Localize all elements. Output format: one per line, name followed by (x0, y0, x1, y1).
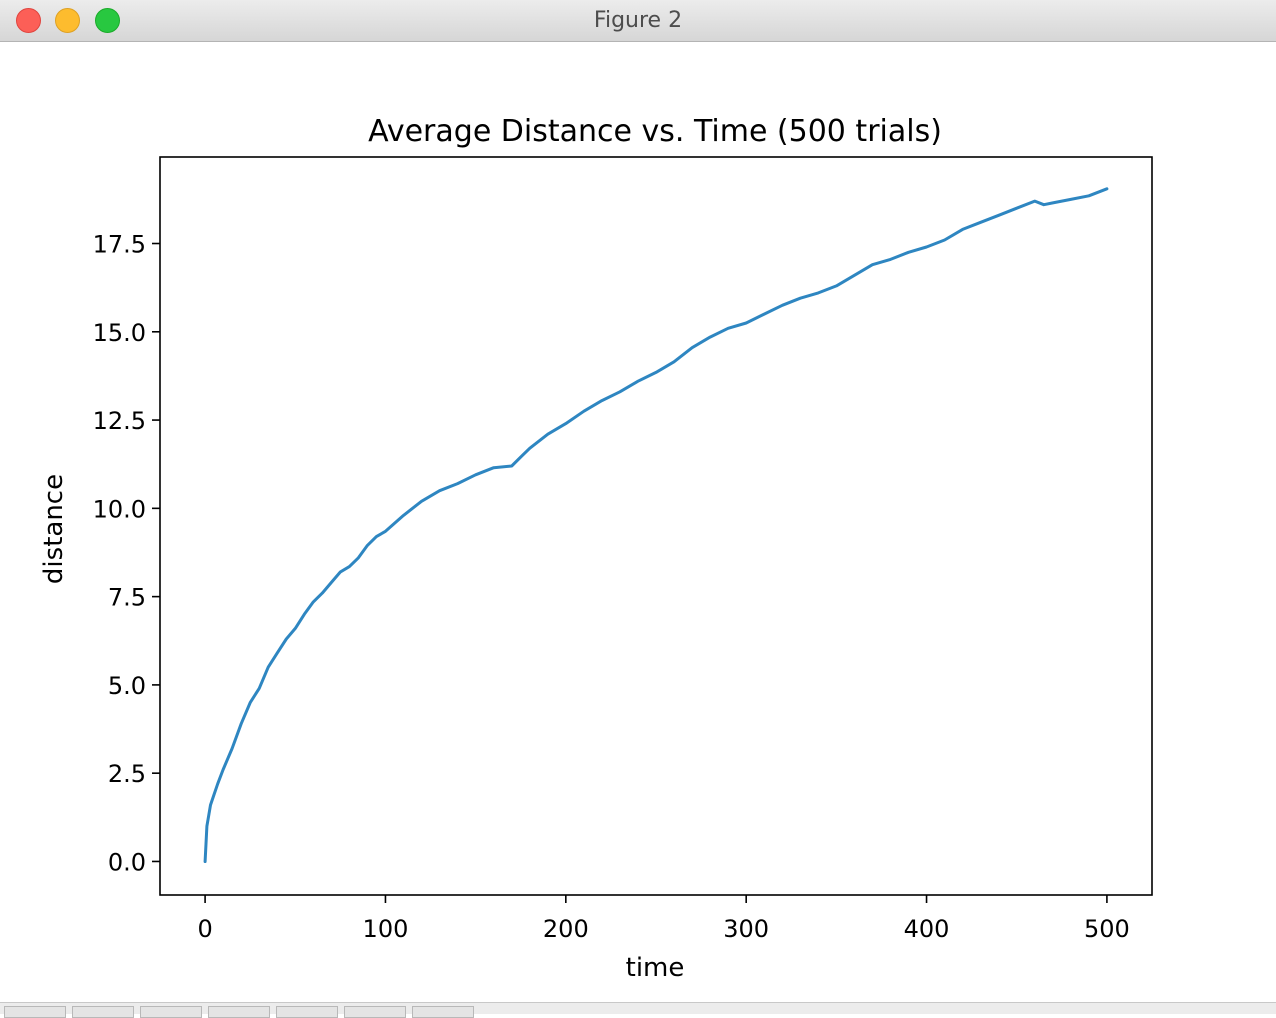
x-axis-ticks: 0 100 200 300 400 500 (197, 895, 1130, 943)
x-tick-label: 200 (543, 915, 589, 943)
x-tick-label: 0 (197, 915, 212, 943)
y-tick-label: 10.0 (93, 495, 146, 523)
y-tick-label: 7.5 (108, 584, 146, 612)
x-tick-label: 100 (363, 915, 409, 943)
y-tick-label: 0.0 (108, 848, 146, 876)
toolbar-button[interactable] (72, 1006, 134, 1018)
zoom-window-button[interactable] (95, 8, 120, 33)
window-titlebar: Figure 2 (0, 0, 1276, 42)
chart-title: Average Distance vs. Time (500 trials) (368, 114, 942, 149)
toolbar-button[interactable] (344, 1006, 406, 1018)
x-tick-label: 300 (723, 915, 769, 943)
window-title: Figure 2 (593, 8, 683, 33)
y-axis-ticks: 0.0 2.5 5.0 7.5 10.0 12.5 15.0 17.5 (93, 231, 160, 876)
toolbar-button[interactable] (276, 1006, 338, 1018)
x-axis-label: time (626, 953, 685, 983)
minimize-window-button[interactable] (55, 8, 80, 33)
distance-series-line (203, 187, 1109, 863)
toolbar-button[interactable] (208, 1006, 270, 1018)
figure-canvas: Average Distance vs. Time (500 trials) 0… (39, 114, 1153, 983)
close-window-button[interactable] (16, 8, 41, 33)
toolbar-button[interactable] (140, 1006, 202, 1018)
y-tick-label: 5.0 (108, 672, 146, 700)
x-tick-label: 500 (1084, 915, 1130, 943)
y-tick-label: 12.5 (93, 407, 146, 435)
toolbar-button[interactable] (412, 1006, 474, 1018)
y-tick-label: 17.5 (93, 231, 146, 259)
x-tick-label: 400 (904, 915, 950, 943)
toolbar-button[interactable] (4, 1006, 66, 1018)
plot-area-frame (159, 156, 1153, 896)
y-axis-label: distance (39, 474, 69, 584)
figure-toolbar (0, 1002, 1276, 1018)
y-tick-label: 2.5 (108, 760, 146, 788)
y-tick-label: 15.0 (93, 319, 146, 347)
